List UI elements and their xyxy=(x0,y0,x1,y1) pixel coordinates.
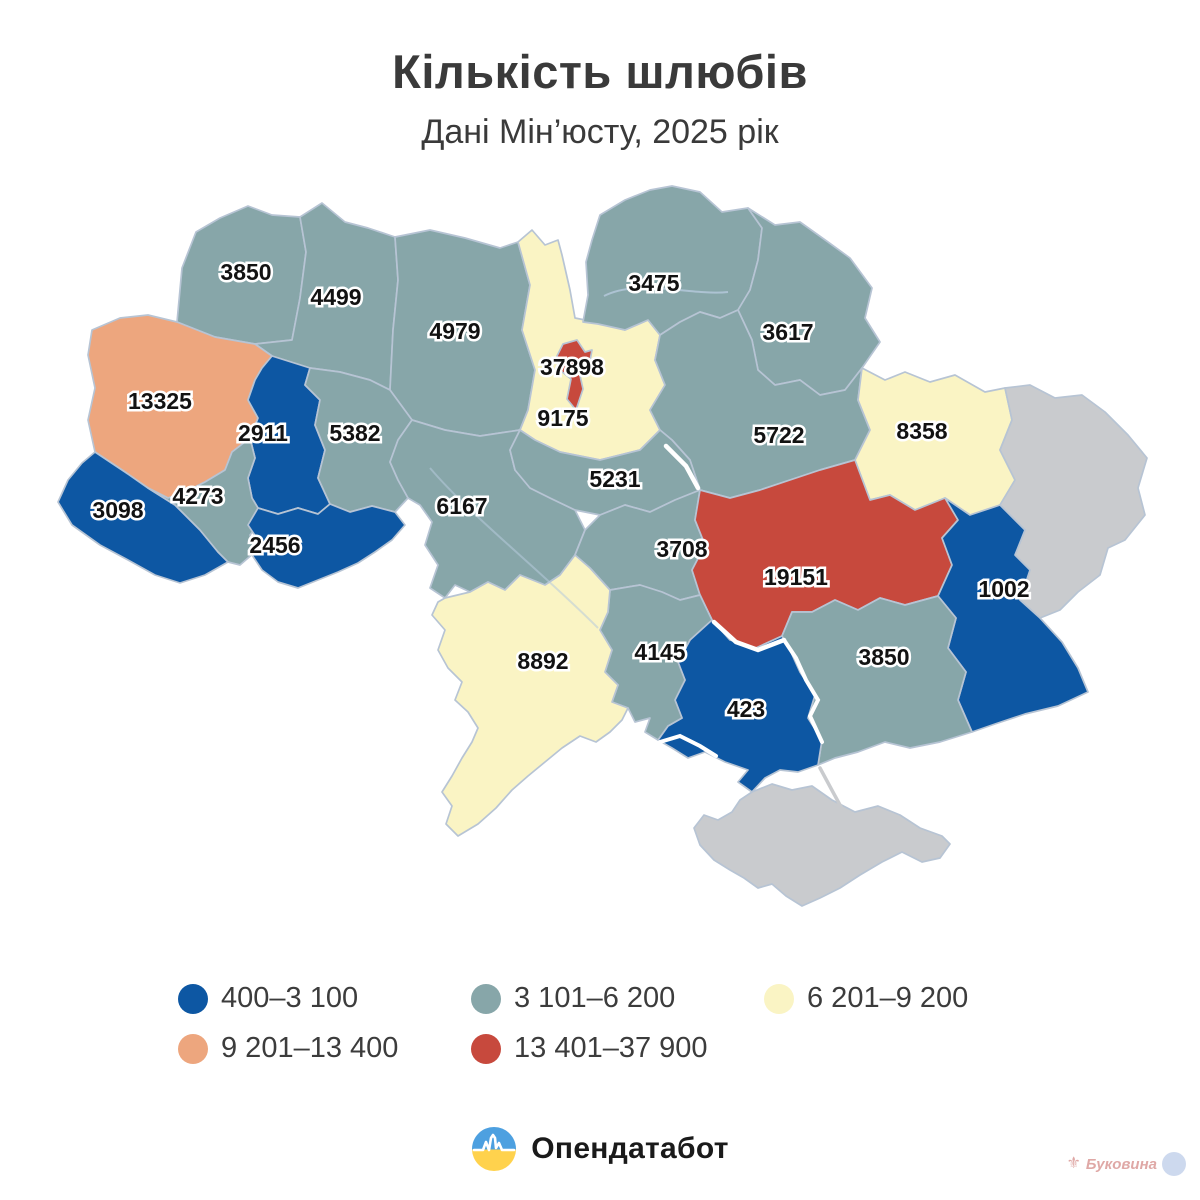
watermark-text: Буковина xyxy=(1085,1155,1157,1173)
legend-label: 400–3 100 xyxy=(221,982,359,1014)
dnipro-river-lower xyxy=(782,638,824,744)
region-value-label-zakarpattia: 3098 xyxy=(92,497,143,523)
region-value-label-sumy: 3617 xyxy=(762,319,813,345)
crest-icon: ⚜ xyxy=(1066,1155,1081,1172)
region-value-label-kyiv-city: 37898 xyxy=(540,354,604,380)
region-value-label-vinnytsia: 6167 xyxy=(436,493,487,519)
region-value-label-kherson: 423 xyxy=(727,696,765,722)
region-chernivtsi xyxy=(247,503,406,589)
region-value-label-kharkiv: 8358 xyxy=(896,418,947,444)
region-value-label-khmelnytskyi: 5382 xyxy=(329,420,380,446)
legend-swatch-salmon xyxy=(178,1033,208,1064)
legend-swatch-blue xyxy=(178,983,208,1014)
legend-label: 13 401–37 900 xyxy=(514,1032,708,1064)
region-khmelnytskyi xyxy=(304,367,413,513)
arabat-spit xyxy=(818,766,848,818)
region-value-label-mykolaiv: 4145 xyxy=(634,639,685,665)
region-kyiv-city xyxy=(555,339,593,411)
kakhovka-reservoir xyxy=(711,619,787,653)
region-crimea xyxy=(693,783,951,907)
footer-brand: Опендатабот xyxy=(0,1126,1200,1172)
region-value-label-zhytomyr: 4979 xyxy=(429,318,480,344)
region-luhansk xyxy=(999,384,1148,619)
legend-item-1: 400–3 100 xyxy=(178,982,471,1015)
kremenchuk-reservoir xyxy=(663,443,701,491)
region-ivano-frankivsk xyxy=(147,437,263,566)
region-value-label-kyiv-oblast: 9175 xyxy=(537,405,588,431)
legend-label: 9 201–13 400 xyxy=(221,1032,399,1064)
legend: 400–3 100 3 101–6 200 6 201–9 200 9 201–… xyxy=(178,982,1078,1082)
legend-item-3: 6 201–9 200 xyxy=(764,982,1057,1015)
region-value-label-ternopil: 2911 xyxy=(238,420,288,446)
region-value-label-odesa: 8892 xyxy=(517,648,568,674)
legend-swatch-teal xyxy=(471,983,501,1014)
legend-label: 6 201–9 200 xyxy=(807,982,969,1014)
region-value-label-rivne: 4499 xyxy=(310,284,361,310)
legend-swatch-red xyxy=(471,1033,501,1064)
region-value-label-lviv: 13325 xyxy=(128,388,192,414)
opendatabot-logo-icon xyxy=(472,1127,517,1171)
bukovyna-watermark: ⚜ Буковина xyxy=(1066,1152,1186,1176)
legend-swatch-yellow xyxy=(764,983,794,1014)
legend-item-4: 9 201–13 400 xyxy=(178,1032,471,1065)
page-title: Кількість шлюбів xyxy=(392,45,808,98)
legend-item-2: 3 101–6 200 xyxy=(471,982,764,1015)
legend-row: 9 201–13 400 13 401–37 900 xyxy=(178,1032,1078,1065)
region-value-label-chernihiv: 3475 xyxy=(628,270,679,296)
region-value-label-dnipro: 19151 xyxy=(764,564,828,590)
region-value-label-kirovohrad: 3708 xyxy=(656,536,707,562)
page-subtitle: Дані Мін’юсту, 2025 рік xyxy=(421,113,779,151)
desna-river xyxy=(603,286,729,297)
legend-row: 400–3 100 3 101–6 200 6 201–9 200 xyxy=(178,982,1078,1015)
region-donetsk xyxy=(937,497,1089,733)
region-value-label-volyn: 3850 xyxy=(220,259,271,285)
region-value-label-poltava: 5722 xyxy=(753,422,804,448)
region-value-label-donetsk: 1002 xyxy=(978,576,1029,602)
header: Кількість шлюбів Дані Мін’юсту, 2025 рік xyxy=(0,44,1200,152)
region-value-label-zaporizhzhia: 3850 xyxy=(858,644,909,670)
legend-item-5: 13 401–37 900 xyxy=(471,1032,764,1065)
buh-river xyxy=(429,467,599,629)
region-odesa xyxy=(431,554,629,837)
brand-name: Опендатабот xyxy=(531,1132,729,1165)
legend-label: 3 101–6 200 xyxy=(514,982,676,1014)
dnipro-delta xyxy=(658,733,718,758)
watermark-badge-icon xyxy=(1162,1152,1186,1176)
region-value-label-cherkasy: 5231 xyxy=(589,466,640,492)
region-value-label-chernivtsi: 2456 xyxy=(249,532,300,558)
region-value-label-ivano-frankivsk: 4273 xyxy=(172,483,223,509)
rivers-overlay xyxy=(429,286,848,818)
